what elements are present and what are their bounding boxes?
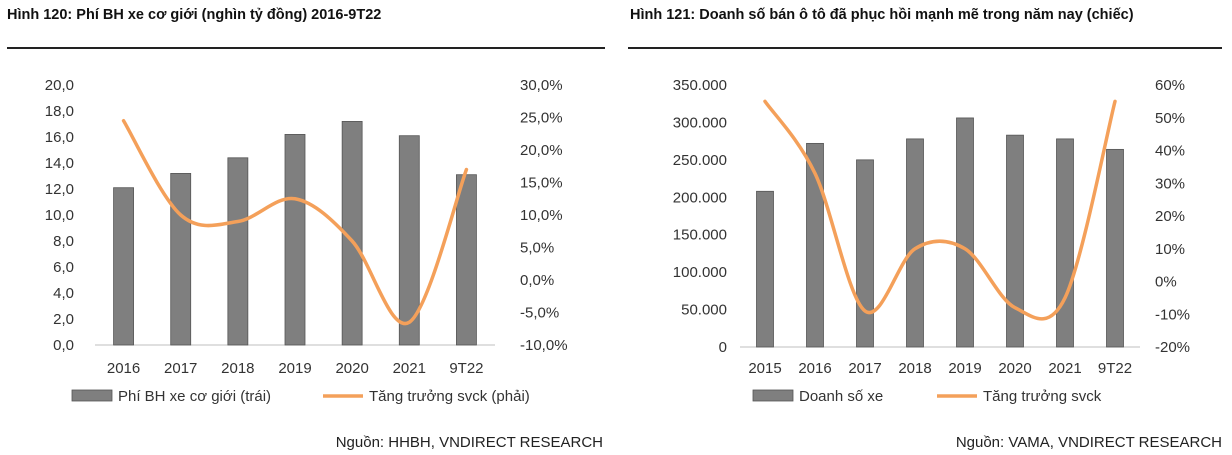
legend-label: Tăng trưởng svck xyxy=(983,388,1102,405)
x-axis-tick-label: 9T22 xyxy=(449,360,483,377)
source-note: Nguồn: VAMA, VNDIRECT RESEARCH xyxy=(955,434,1222,451)
right-axis-tick-label: 30% xyxy=(1155,175,1185,192)
right-axis-tick-label: -20% xyxy=(1155,339,1190,356)
right-axis-tick-label: 20,0% xyxy=(520,142,563,159)
left-axis-tick-label: 0,0 xyxy=(53,337,74,354)
x-axis-tick-label: 2020 xyxy=(335,360,368,377)
legend-label: Phí BH xe cơ giới (trái) xyxy=(118,388,271,405)
left-axis-tick-label: 2,0 xyxy=(53,311,74,328)
x-axis-tick-label: 2019 xyxy=(948,360,981,377)
left-axis-tick-label: 250.000 xyxy=(673,152,727,169)
source-note: Nguồn: HHBH, VNDIRECT RESEARCH xyxy=(335,434,603,451)
x-axis-tick-label: 2016 xyxy=(798,360,831,377)
x-axis-tick-label: 2016 xyxy=(107,360,140,377)
bar xyxy=(956,117,974,348)
bar xyxy=(341,121,363,346)
left-axis-tick-label: 0 xyxy=(719,339,727,356)
left-axis-tick-label: 4,0 xyxy=(53,285,74,302)
legend-bar-swatch xyxy=(752,389,794,402)
bar xyxy=(856,159,874,348)
bar xyxy=(284,134,306,346)
right-axis-tick-label: -10,0% xyxy=(520,337,568,354)
legend-label: Tăng trưởng svck (phải) xyxy=(369,388,530,405)
left-axis-tick-label: 100.000 xyxy=(673,264,727,281)
x-axis-tick-label: 2018 xyxy=(221,360,254,377)
bar xyxy=(227,157,249,346)
left-axis-tick-label: 18,0 xyxy=(45,103,74,120)
x-axis-tick-label: 2020 xyxy=(998,360,1031,377)
right-axis-tick-label: 20% xyxy=(1155,208,1185,225)
right-axis-tick-label: 40% xyxy=(1155,143,1185,160)
right-axis-tick-label: 60% xyxy=(1155,77,1185,94)
x-axis-tick-label: 2017 xyxy=(164,360,197,377)
right-axis-tick-label: 0,0% xyxy=(520,272,554,289)
left-axis-tick-label: 350.000 xyxy=(673,77,727,94)
chart-panel-insurance: Hình 120: Phí BH xe cơ giới (nghìn tỷ đồ… xyxy=(0,0,605,455)
left-axis-tick-label: 300.000 xyxy=(673,114,727,131)
car-sales-chart: 0 50.000 100.000 150.000 200.000 250.000 300.0… xyxy=(673,77,1190,405)
right-axis-tick-label: 0% xyxy=(1155,274,1177,291)
right-axis-tick-label: 50% xyxy=(1155,110,1185,127)
x-axis-tick-label: 9T22 xyxy=(1098,360,1132,377)
x-axis-tick-label: 2017 xyxy=(848,360,881,377)
x-axis-tick-label: 2015 xyxy=(748,360,781,377)
bar xyxy=(756,190,774,348)
legend-label: Doanh số xe xyxy=(799,388,883,405)
left-axis-tick-label: 6,0 xyxy=(53,259,74,276)
right-axis-tick-label: 25,0% xyxy=(520,110,563,127)
x-axis-tick-label: 2021 xyxy=(393,360,426,377)
legend-bar-swatch xyxy=(71,389,113,402)
left-axis-tick-label: 10,0 xyxy=(45,207,74,224)
title-divider xyxy=(628,47,1222,49)
right-axis-tick-label: 10% xyxy=(1155,241,1185,258)
bar xyxy=(456,174,477,346)
bar xyxy=(806,142,824,348)
left-axis-tick-label: 8,0 xyxy=(53,233,74,250)
right-axis-tick-label: 30,0% xyxy=(520,77,563,94)
bar xyxy=(113,187,134,346)
chart-title: Hình 120: Phí BH xe cơ giới (nghìn tỷ đồ… xyxy=(7,7,382,23)
bar xyxy=(170,173,192,346)
bar xyxy=(398,135,420,346)
left-axis-tick-label: 16,0 xyxy=(45,129,74,146)
growth-line xyxy=(763,99,1117,321)
right-axis-tick-label: -10% xyxy=(1155,306,1190,323)
left-axis-tick-label: 14,0 xyxy=(45,155,74,172)
bar xyxy=(906,138,924,348)
x-axis-tick-label: 2021 xyxy=(1048,360,1081,377)
right-axis-tick-label: 15,0% xyxy=(520,175,563,192)
right-axis-tick-label: -5,0% xyxy=(520,305,559,322)
insurance-premium-chart: 0,0 2,0 4,0 6,0 8,0 10,0 12,0 14,0 16,0 18,0 20,0 -… xyxy=(45,77,568,405)
x-axis-tick-label: 2019 xyxy=(278,360,311,377)
bar xyxy=(1106,148,1124,348)
right-axis-tick-label: 10,0% xyxy=(520,207,563,224)
left-axis-tick-label: 50.000 xyxy=(681,302,727,319)
bar xyxy=(1006,134,1024,348)
left-axis-tick-label: 20,0 xyxy=(45,77,74,94)
left-axis-tick-label: 150.000 xyxy=(673,227,727,244)
x-axis-tick-label: 2018 xyxy=(898,360,931,377)
title-divider xyxy=(7,47,605,49)
left-axis-tick-label: 200.000 xyxy=(673,189,727,206)
right-axis-tick-label: 5,0% xyxy=(520,240,554,257)
left-axis-tick-label: 12,0 xyxy=(45,181,74,198)
chart-title: Hình 121: Doanh số bán ô tô đã phục hồi … xyxy=(630,7,1134,23)
bar xyxy=(1056,138,1074,348)
chart-panel-car-sales: Hình 121: Doanh số bán ô tô đã phục hồi … xyxy=(628,0,1232,455)
